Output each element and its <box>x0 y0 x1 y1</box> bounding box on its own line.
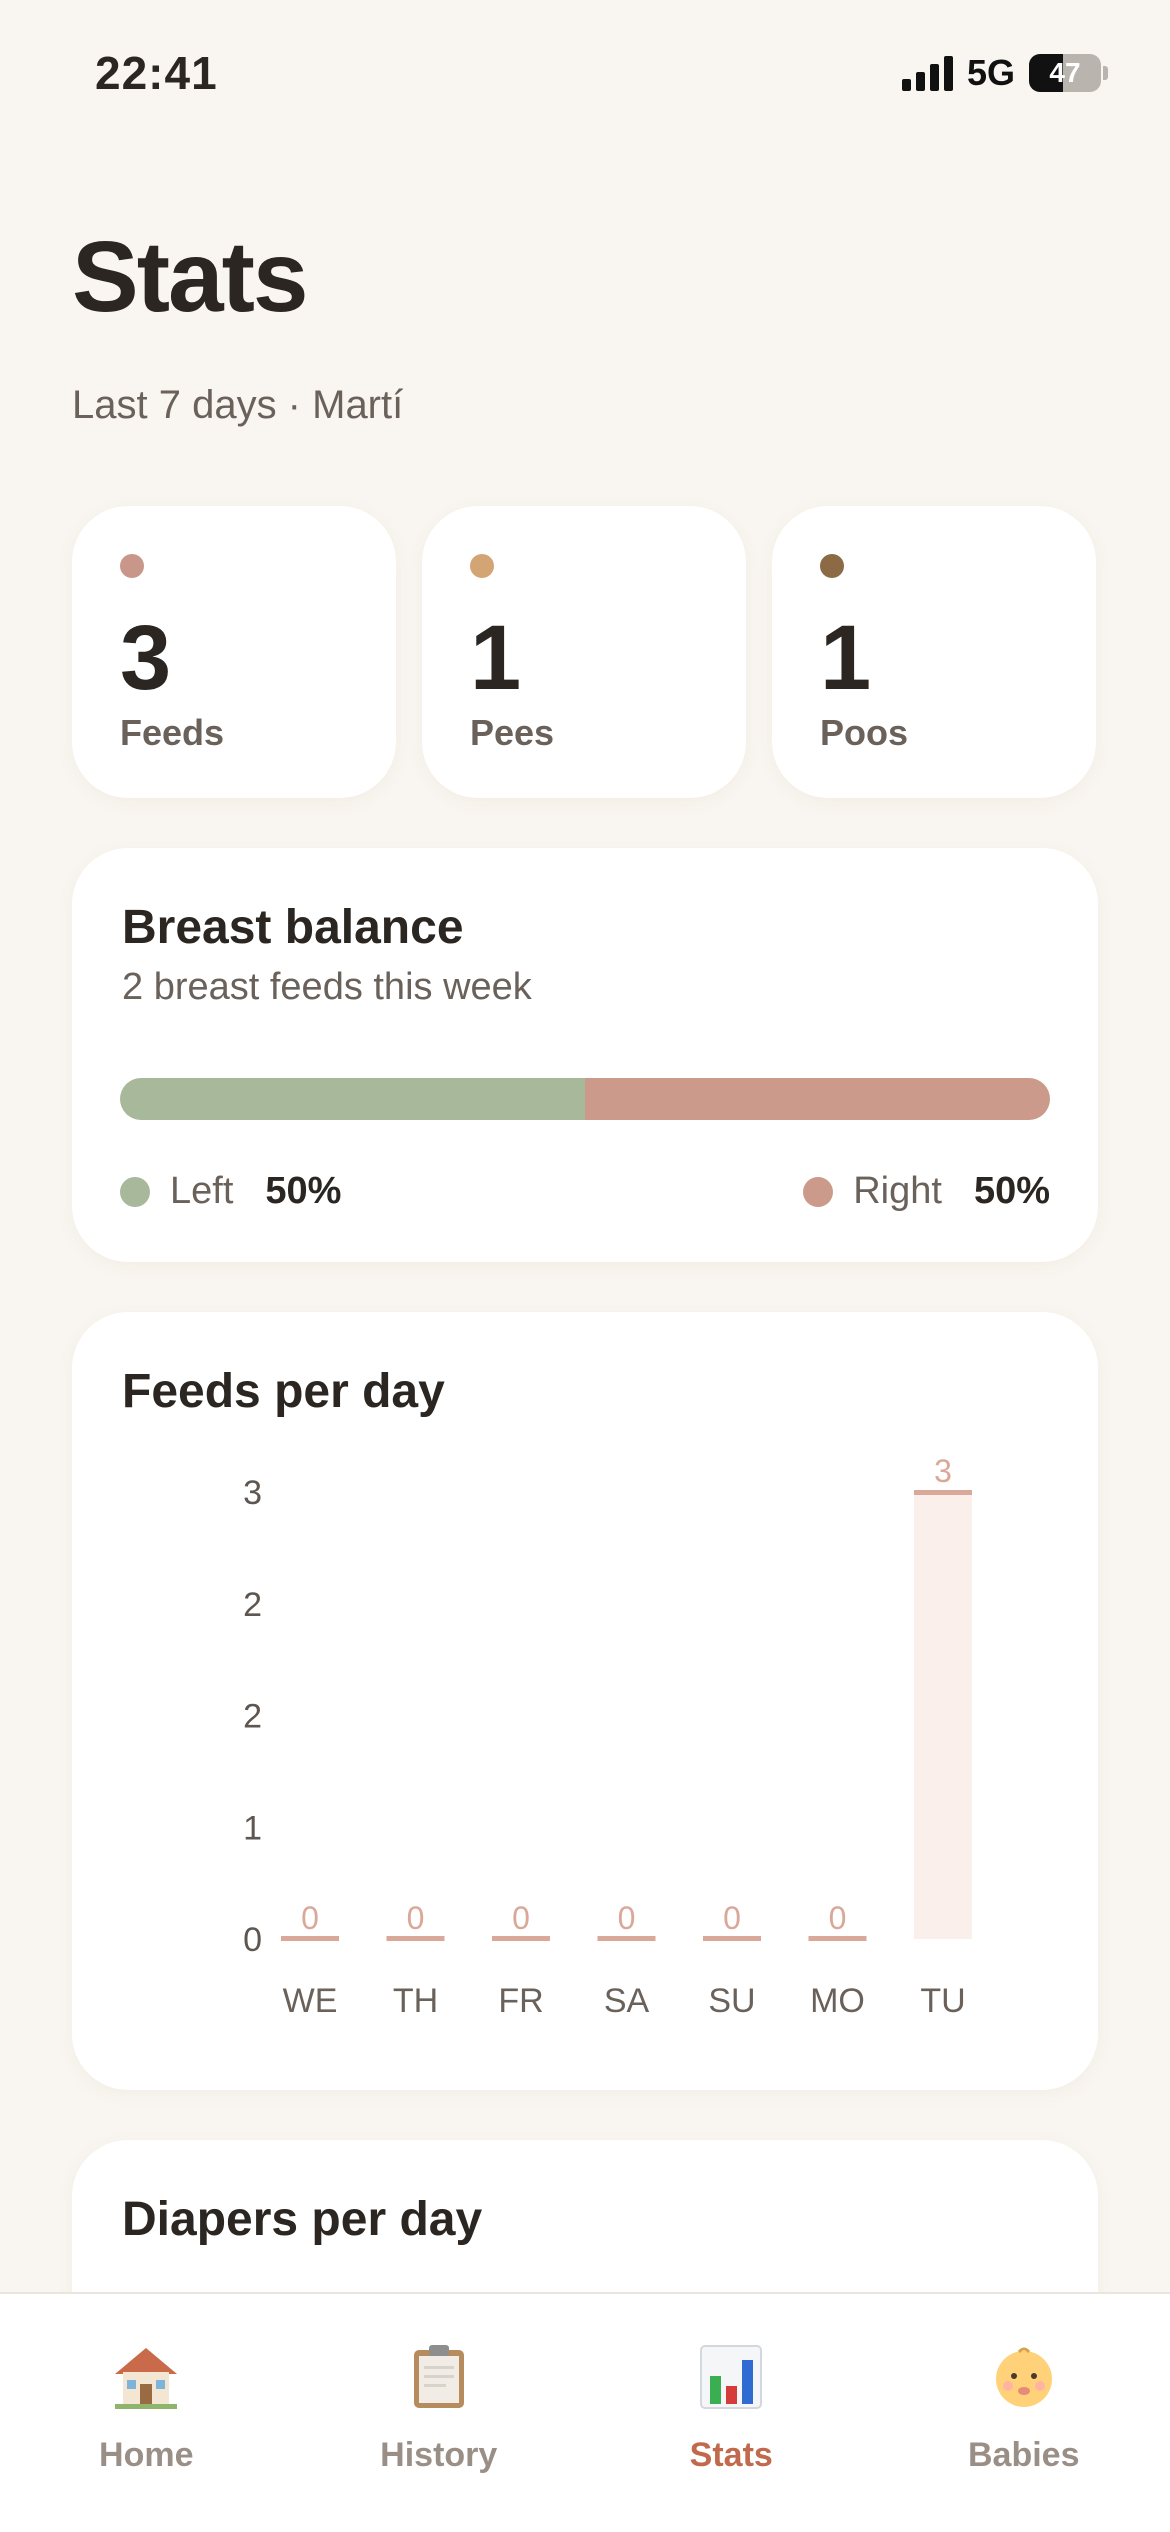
bar-value-label: 0 <box>618 1900 636 1936</box>
left-dot-icon <box>120 1176 150 1207</box>
legend-right: Right 50% <box>803 1170 1050 1213</box>
bar-value-label: 0 <box>723 1900 741 1936</box>
bar-value-label: 0 <box>829 1900 847 1936</box>
x-tick-label: WE <box>283 1982 338 2020</box>
clipboard-icon <box>413 2345 464 2408</box>
feeds-label: Feeds <box>120 712 225 753</box>
x-tick-label: TH <box>393 1982 438 2020</box>
tab-bar: Home History Stats <box>0 2292 1170 2532</box>
y-tick-label: 0 <box>243 1921 262 1959</box>
pees-label: Pees <box>470 712 555 753</box>
tab-home[interactable]: Home <box>0 2294 293 2532</box>
bar-cap-tu <box>914 1490 972 1495</box>
x-tick-label: TU <box>920 1982 965 2020</box>
signal-icon <box>901 55 953 91</box>
network-type: 5G <box>966 52 1015 93</box>
bar-value-label: 0 <box>407 1900 425 1936</box>
diapers-chart-title: Diapers per day <box>122 2193 483 2246</box>
bar-sa <box>597 1936 656 1941</box>
tab-stats-label: Stats <box>689 2436 773 2474</box>
bar-chart-icon <box>700 2345 763 2409</box>
x-tick-label: SU <box>708 1982 755 2020</box>
feeds-dot-icon <box>120 554 144 578</box>
breast-balance-title: Breast balance <box>122 901 464 954</box>
right-dot-icon <box>803 1176 834 1207</box>
tab-babies[interactable]: Babies <box>878 2294 1170 2532</box>
tab-history[interactable]: History <box>293 2294 586 2532</box>
bar-fr <box>492 1936 550 1941</box>
bar-value-label: 3 <box>934 1453 952 1489</box>
bar-value-label: 0 <box>301 1900 319 1936</box>
battery-icon: 47 <box>1029 54 1101 92</box>
bar-th <box>386 1936 445 1941</box>
feeds-per-day-card: Feeds per day 0 1 2 2 3 0 WE 0 TH 0 FR 0 SA 0 SU 0 MO 3 TU <box>72 1312 1098 2090</box>
summary-cards: 3 Feeds 1 Pees 1 Poos <box>72 506 1096 798</box>
pees-count: 1 <box>470 607 522 709</box>
feeds-count: 3 <box>120 607 172 709</box>
bar-we <box>281 1936 339 1941</box>
feeds-chart-title: Feeds per day <box>122 1365 445 1418</box>
y-tick-label: 2 <box>243 1586 262 1624</box>
x-tick-label: SA <box>604 1982 650 2020</box>
poos-label: Poos <box>820 712 909 753</box>
feeds-bar-chart: 0 1 2 2 3 0 WE 0 TH 0 FR 0 SA 0 SU 0 MO 3 TU <box>243 1453 972 2020</box>
summary-card-poos[interactable]: 1 Poos <box>772 506 1096 798</box>
breast-balance-card: Breast balance 2 breast feeds this week … <box>72 848 1098 1262</box>
balance-bar <box>120 1078 1050 1120</box>
y-tick-label: 1 <box>243 1809 262 1847</box>
legend-right-value: 50% <box>973 1170 1050 1212</box>
balance-left-segment <box>120 1078 585 1120</box>
status-bar: 22:41 5G 47 <box>0 0 1170 150</box>
tab-babies-label: Babies <box>968 2436 1080 2474</box>
x-tick-label: MO <box>810 1982 865 2020</box>
battery-percent: 47 <box>1049 57 1081 88</box>
legend-right-label: Right <box>853 1170 942 1212</box>
legend-left-value: 50% <box>265 1170 342 1212</box>
legend-left: Left 50% <box>120 1170 341 1213</box>
bar-value-label: 0 <box>512 1900 530 1936</box>
y-tick-label: 3 <box>243 1474 262 1512</box>
battery-tip <box>1103 66 1108 80</box>
status-indicators: 5G 47 <box>901 52 1108 94</box>
breast-balance-subtitle: 2 breast feeds this week <box>122 966 532 1008</box>
summary-card-pees[interactable]: 1 Pees <box>422 506 746 798</box>
poos-count: 1 <box>820 607 872 709</box>
poos-dot-icon <box>820 554 844 578</box>
summary-card-feeds[interactable]: 3 Feeds <box>72 506 396 798</box>
bar-su <box>703 1936 761 1941</box>
balance-right-segment <box>585 1078 1050 1120</box>
tab-home-label: Home <box>99 2436 194 2474</box>
tab-stats[interactable]: Stats <box>585 2294 878 2532</box>
legend-left-label: Left <box>170 1170 234 1212</box>
x-tick-label: FR <box>498 1982 543 2020</box>
y-tick-label: 2 <box>243 1698 262 1736</box>
page-title: Stats <box>72 221 309 333</box>
tab-history-label: History <box>380 2436 498 2474</box>
bar-mo <box>808 1936 867 1941</box>
status-time: 22:41 <box>95 47 218 99</box>
bar-tu <box>914 1492 972 1939</box>
baby-icon <box>995 2347 1052 2407</box>
house-icon <box>115 2348 178 2409</box>
pees-dot-icon <box>470 554 494 578</box>
page-subtitle: Last 7 days · Martí <box>72 383 404 427</box>
